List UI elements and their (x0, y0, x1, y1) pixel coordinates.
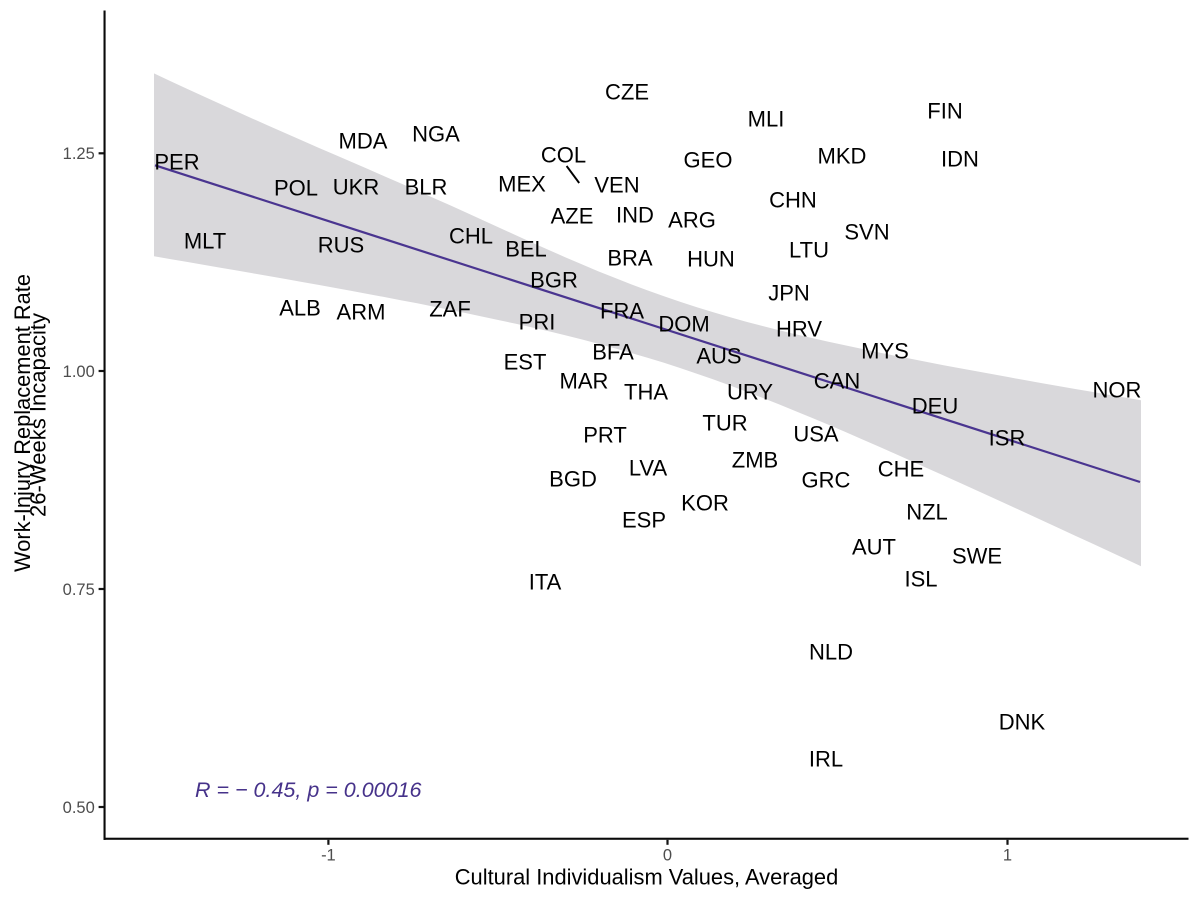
svg-text:MEX: MEX (498, 172, 546, 197)
svg-text:SWE: SWE (952, 544, 1002, 569)
svg-text:BLR: BLR (405, 175, 448, 200)
svg-text:USA: USA (793, 422, 839, 447)
svg-text:NLD: NLD (809, 640, 853, 665)
svg-text:CAN: CAN (814, 369, 860, 394)
svg-text:0: 0 (663, 847, 672, 865)
svg-text:DNK: DNK (999, 710, 1046, 735)
svg-text:1.25: 1.25 (63, 145, 95, 163)
svg-text:BGD: BGD (549, 467, 597, 492)
svg-text:POL: POL (274, 176, 318, 201)
svg-text:R = − 0.45, p = 0.00016: R = − 0.45, p = 0.00016 (195, 778, 422, 802)
svg-text:AUS: AUS (696, 344, 741, 369)
svg-text:URY: URY (727, 380, 773, 405)
svg-text:1.00: 1.00 (63, 363, 95, 381)
svg-text:EST: EST (504, 350, 547, 375)
svg-text:GEO: GEO (684, 148, 733, 173)
svg-text:GRC: GRC (802, 468, 851, 493)
svg-text:-1: -1 (321, 847, 336, 865)
svg-text:1: 1 (1003, 847, 1012, 865)
svg-text:CHL: CHL (449, 224, 493, 249)
svg-text:ALB: ALB (279, 296, 321, 321)
svg-text:KOR: KOR (681, 491, 729, 516)
svg-text:LVA: LVA (629, 456, 668, 481)
svg-text:NOR: NOR (1093, 378, 1142, 403)
svg-text:AUT: AUT (852, 535, 896, 560)
svg-text:BRA: BRA (607, 246, 653, 271)
svg-text:IDN: IDN (941, 147, 979, 172)
svg-text:COL: COL (541, 143, 586, 168)
svg-text:ZAF: ZAF (429, 297, 471, 322)
svg-text:ARG: ARG (668, 208, 716, 233)
svg-text:ESP: ESP (622, 508, 666, 533)
svg-text:0.50: 0.50 (63, 799, 95, 817)
svg-text:AZE: AZE (551, 204, 594, 229)
svg-text:MDA: MDA (339, 129, 388, 154)
svg-text:PRT: PRT (583, 423, 627, 448)
svg-text:SVN: SVN (844, 220, 889, 245)
svg-text:NGA: NGA (412, 122, 460, 147)
svg-text:PER: PER (154, 150, 199, 175)
svg-text:THA: THA (624, 380, 668, 405)
svg-text:CHE: CHE (878, 457, 924, 482)
svg-text:BEL: BEL (505, 237, 547, 262)
svg-text:MLI: MLI (748, 107, 785, 132)
svg-text:BGR: BGR (530, 268, 578, 293)
svg-text:DEU: DEU (912, 394, 958, 419)
svg-text:MAR: MAR (560, 369, 609, 394)
svg-text:PRI: PRI (519, 310, 556, 335)
svg-text:CZE: CZE (605, 80, 649, 105)
svg-text:CHN: CHN (769, 188, 817, 213)
svg-text:MKD: MKD (818, 144, 867, 169)
svg-text:ZMB: ZMB (732, 448, 778, 473)
svg-text:LTU: LTU (789, 238, 829, 263)
svg-text:FIN: FIN (927, 99, 962, 124)
svg-text:ITA: ITA (529, 570, 562, 595)
svg-text:ISL: ISL (904, 567, 937, 592)
svg-text:UKR: UKR (333, 175, 379, 200)
svg-text:IRL: IRL (809, 747, 843, 772)
svg-text:RUS: RUS (318, 233, 364, 258)
svg-text:VEN: VEN (594, 173, 639, 198)
svg-text:BFA: BFA (592, 340, 634, 365)
svg-text:Work-Injury Replacement Rate: Work-Injury Replacement Rate (10, 274, 35, 572)
svg-text:NZL: NZL (906, 500, 948, 525)
svg-text:Cultural Individualism Values,: Cultural Individualism Values, Averaged (455, 865, 839, 890)
svg-text:JPN: JPN (768, 281, 810, 306)
svg-text:MLT: MLT (184, 229, 226, 254)
svg-text:DOM: DOM (658, 312, 709, 337)
svg-text:IND: IND (616, 203, 654, 228)
svg-text:FRA: FRA (600, 299, 644, 324)
svg-text:26-Weeks Incapacity: 26-Weeks Incapacity (26, 313, 51, 517)
svg-text:ISR: ISR (989, 426, 1026, 451)
svg-text:HUN: HUN (687, 247, 735, 272)
svg-text:ARM: ARM (337, 300, 386, 325)
svg-text:0.75: 0.75 (63, 581, 95, 599)
svg-text:TUR: TUR (702, 411, 747, 436)
svg-text:MYS: MYS (861, 339, 909, 364)
svg-text:HRV: HRV (776, 317, 822, 342)
